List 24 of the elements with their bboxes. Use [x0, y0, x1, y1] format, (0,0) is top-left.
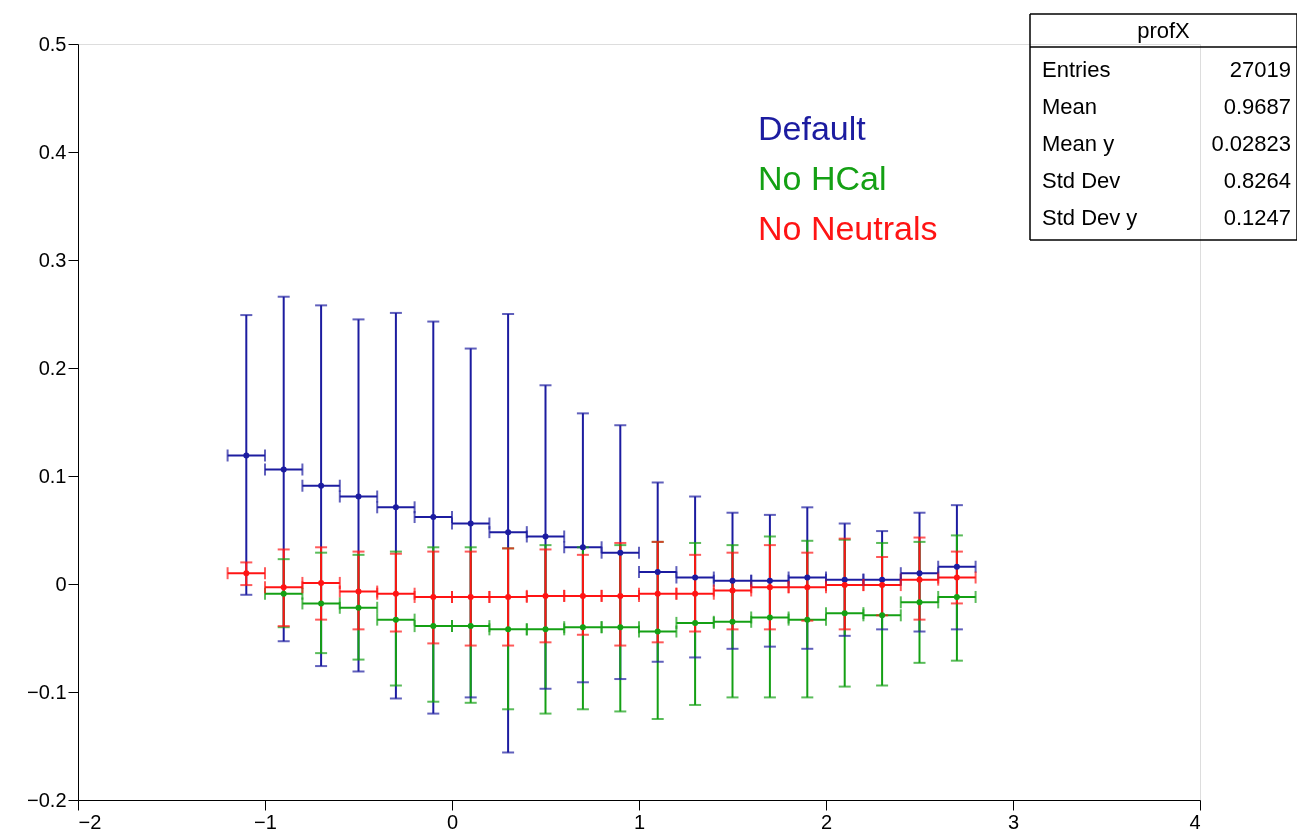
x-tick-label: 3: [1007, 810, 1020, 833]
y-tick-label: 0.2: [38, 356, 67, 379]
x-tick-label: 1: [633, 810, 646, 833]
text: Std Dev y 0.1247: [1042, 204, 1291, 230]
x-tick-label: −1: [254, 810, 277, 833]
x-tick-label: 4: [1189, 810, 1201, 833]
y-tick-label: 0.4: [38, 140, 67, 163]
y-tick-label: −0.2: [27, 788, 67, 811]
y-tick-label: 0.1: [38, 464, 67, 487]
y-tick-label: −0.1: [27, 680, 67, 703]
text: Std Dev 0.8264: [1042, 167, 1291, 193]
x-tick-label: −2: [78, 810, 102, 833]
y-tick-label: 0: [55, 572, 67, 595]
x-tick-label: 2: [820, 810, 833, 833]
y-tick-label: 0.5: [38, 32, 67, 55]
x-tick-label: 0: [446, 810, 459, 833]
text: Mean 0.9687: [1042, 93, 1291, 119]
text: profX: [1137, 17, 1191, 43]
text: Entries 27019: [1042, 56, 1291, 82]
text: No HCal: [758, 159, 887, 197]
text: Default: [758, 109, 867, 147]
y-tick-label: 0.3: [38, 248, 67, 271]
text: No Neutrals: [758, 209, 938, 247]
text: Mean y 0.02823: [1042, 130, 1291, 156]
